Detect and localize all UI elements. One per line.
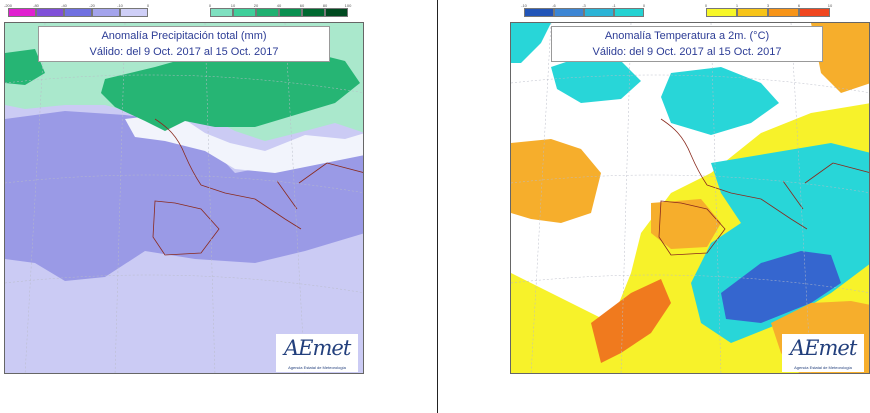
precip-pos-tick-label: 100 <box>344 3 352 8</box>
precipitation-colorbar: -200 -80 -40 -20 -10 0 0 10 20 40 60 80 100 <box>4 4 364 22</box>
aemet-logo-subtitle: Agencia Estatal de Meteorología <box>794 365 852 370</box>
temperature-title: Anomalía Temperatura a 2m. (°C) <box>604 30 770 42</box>
precipitation-validity: Válido: del 9 Oct. 2017 al 15 Oct. 2017 <box>89 46 279 58</box>
temp-neg-tick-label: -10 <box>521 3 527 8</box>
temp-neg-swatch <box>614 8 644 17</box>
precip-neg-swatch <box>120 8 148 17</box>
precip-neg-tick-label: -200 <box>3 3 13 8</box>
temp-neg-swatch <box>524 8 554 17</box>
temp-neg-swatch <box>554 8 584 17</box>
temp-pos-tick-label: 0 <box>704 3 708 8</box>
precip-neg-swatch <box>92 8 120 17</box>
precip-neg-swatch <box>8 8 36 17</box>
precip-neg-tick-label: -80 <box>33 3 39 8</box>
precipitation-map-graphic <box>5 23 363 373</box>
precip-neg-swatch <box>64 8 92 17</box>
precip-pos-tick-label: 80 <box>322 3 328 8</box>
temp-neg-tick-label: 0 <box>642 3 646 8</box>
precip-pos-tick-label: 20 <box>253 3 259 8</box>
temperature-map <box>510 22 870 374</box>
precipitation-map <box>4 22 364 374</box>
precip-pos-tick-label: 10 <box>230 3 236 8</box>
temp-pos-tick-label: 6 <box>797 3 801 8</box>
temp-pos-tick-label: 1 <box>735 3 739 8</box>
temperature-anomaly-panel: -10 -6 -3 -1 0 0 1 3 6 10 Anomalía Temperatura a … <box>510 0 870 378</box>
precip-neg-tick-label: -40 <box>61 3 67 8</box>
precip-neg-tick-label: 0 <box>146 3 150 8</box>
aemet-logo-subtitle: Agencia Estatal de Meteorología <box>288 365 346 370</box>
precip-pos-swatch <box>279 8 302 17</box>
precip-pos-tick-label: 0 <box>208 3 212 8</box>
precip-pos-swatch <box>233 8 256 17</box>
precip-neg-swatch <box>36 8 64 17</box>
temp-neg-swatch <box>584 8 614 17</box>
precip-pos-swatch <box>256 8 279 17</box>
precipitation-anomaly-panel: -200 -80 -40 -20 -10 0 0 10 20 40 60 80 100 Anomalía… <box>4 0 364 378</box>
precip-pos-swatch <box>210 8 233 17</box>
temperature-title-box: Anomalía Temperatura a 2m. (°C) Válido: … <box>551 26 823 62</box>
aemet-logo: AEmet Agencia Estatal de Meteorología <box>782 334 864 372</box>
temp-pos-tick-label: 10 <box>827 3 833 8</box>
temp-neg-tick-label: -6 <box>552 3 556 8</box>
temp-pos-swatch <box>768 8 799 17</box>
temperature-map-graphic <box>511 23 869 373</box>
temp-pos-swatch <box>737 8 768 17</box>
precip-neg-tick-label: -20 <box>89 3 95 8</box>
precipitation-title: Anomalía Precipitación total (mm) <box>101 30 267 42</box>
precip-pos-tick-label: 40 <box>276 3 282 8</box>
aemet-logo: AEmet Agencia Estatal de Meteorología <box>276 334 358 372</box>
temp-neg-tick-label: -3 <box>582 3 586 8</box>
temperature-validity: Válido: del 9 Oct. 2017 al 15 Oct. 2017 <box>592 46 782 58</box>
temp-pos-swatch <box>706 8 737 17</box>
temp-pos-tick-label: 3 <box>766 3 770 8</box>
precip-pos-swatch <box>302 8 325 17</box>
temp-pos-swatch <box>799 8 830 17</box>
temp-neg-tick-label: -1 <box>612 3 616 8</box>
precipitation-title-box: Anomalía Precipitación total (mm) Válido… <box>38 26 330 62</box>
panel-divider <box>437 0 438 413</box>
precip-neg-tick-label: -10 <box>117 3 123 8</box>
aemet-logo-text: AEmet <box>790 336 857 360</box>
precip-pos-tick-label: 60 <box>299 3 305 8</box>
aemet-logo-text: AEmet <box>284 336 351 360</box>
temperature-colorbar: -10 -6 -3 -1 0 0 1 3 6 10 <box>510 4 870 22</box>
precip-pos-swatch <box>325 8 348 17</box>
